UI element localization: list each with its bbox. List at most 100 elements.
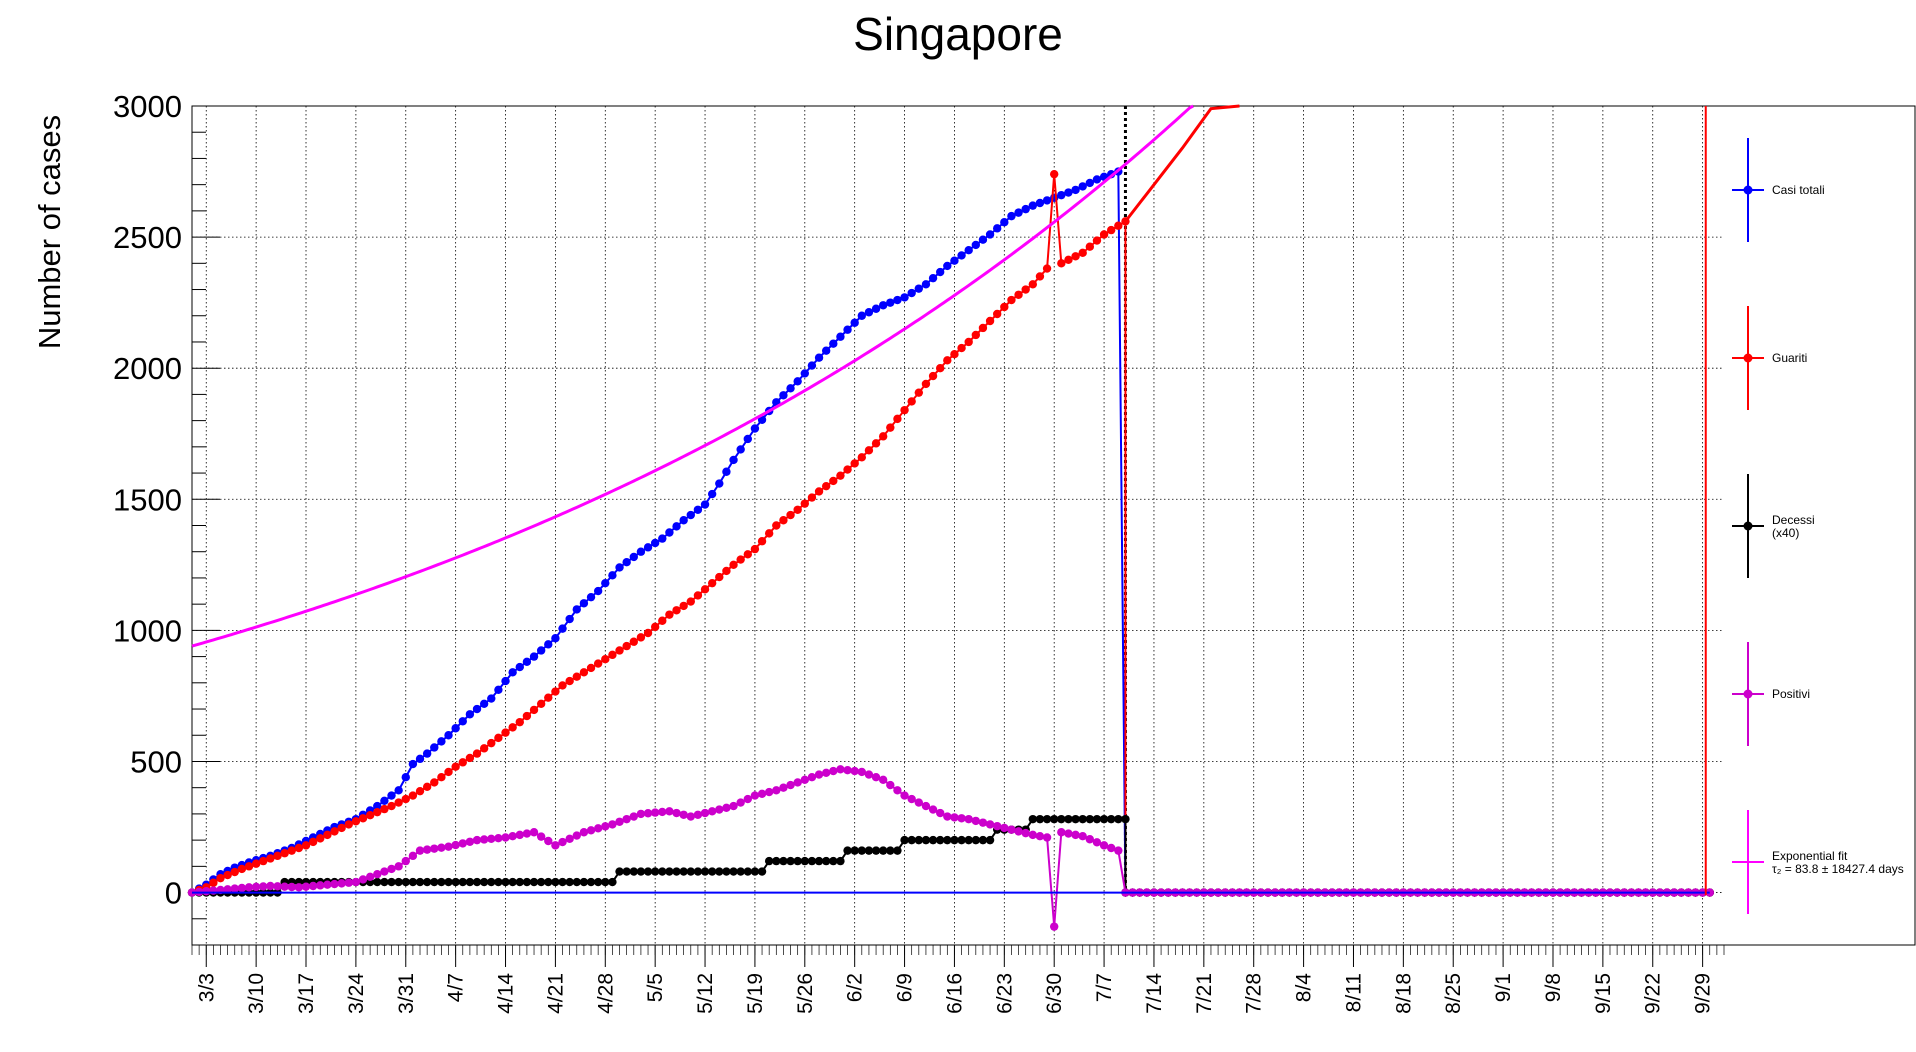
data-point: [736, 867, 745, 876]
data-point: [686, 867, 695, 876]
x-tick-label: 5/12: [694, 973, 717, 1014]
data-point: [636, 809, 646, 819]
data-point: [308, 881, 318, 891]
data-point: [494, 833, 503, 843]
data-point: [280, 882, 289, 891]
data-point: [715, 479, 724, 488]
data-point: [736, 555, 745, 564]
data-point: [394, 798, 403, 807]
y-tick-label: 0: [165, 876, 182, 911]
data-point: [1049, 922, 1059, 931]
data-point: [971, 240, 981, 250]
data-point: [365, 811, 375, 820]
data-point: [693, 591, 703, 600]
data-point: [487, 877, 496, 887]
data-point: [344, 878, 353, 887]
data-point: [387, 801, 396, 811]
data-point: [700, 808, 710, 818]
data-point: [301, 882, 311, 891]
data-point: [522, 877, 532, 887]
data-point: [259, 882, 268, 891]
data-point: [508, 877, 517, 887]
data-point: [316, 834, 325, 843]
data-point: [1099, 814, 1109, 824]
data-point: [593, 659, 603, 668]
data-point: [465, 837, 475, 846]
legend-label: Decessi: [1772, 513, 1815, 527]
data-point: [665, 528, 674, 537]
data-point: [544, 836, 553, 846]
data-point: [878, 432, 888, 441]
data-point: [985, 820, 995, 829]
data-point: [529, 705, 539, 715]
data-point: [1092, 175, 1102, 184]
data-point: [572, 605, 581, 614]
y-tick-label: 500: [130, 744, 182, 779]
data-point: [864, 846, 874, 855]
data-point: [800, 775, 809, 785]
data-point: [536, 646, 546, 655]
data-point: [950, 813, 959, 822]
data-point: [900, 405, 909, 415]
y-tick-label: 1000: [113, 613, 182, 648]
data-point: [330, 827, 339, 836]
data-point: [579, 599, 589, 608]
data-point: [964, 337, 973, 347]
data-point: [1007, 211, 1016, 221]
data-point: [914, 284, 924, 293]
data-point: [764, 529, 774, 538]
data-point: [864, 446, 874, 455]
data-point: [387, 791, 396, 800]
legend-label: Casi totali: [1772, 183, 1825, 197]
data-point: [380, 877, 389, 887]
data-point: [586, 663, 596, 673]
data-point: [743, 794, 752, 804]
data-point: [1000, 823, 1009, 833]
data-point: [650, 622, 660, 632]
data-point: [444, 731, 453, 740]
data-point: [536, 877, 546, 887]
data-point: [494, 733, 503, 743]
data-point: [237, 883, 247, 893]
data-point: [508, 723, 517, 732]
x-tick-label: 4/21: [544, 973, 567, 1014]
data-point: [821, 346, 831, 355]
data-point: [658, 807, 667, 817]
data-point: [757, 537, 767, 546]
data-point: [700, 500, 710, 509]
data-point: [494, 877, 503, 887]
data-point: [800, 856, 809, 866]
x-tick-label: 3/10: [245, 973, 268, 1014]
data-point: [836, 332, 845, 341]
data-point: [658, 616, 667, 625]
data-point: [800, 499, 809, 508]
data-point: [878, 775, 888, 785]
data-point: [415, 877, 425, 887]
data-point: [1078, 182, 1087, 191]
data-point: [451, 840, 460, 850]
data-point: [1121, 814, 1130, 824]
y-tick-label: 2000: [113, 351, 182, 386]
data-point: [821, 481, 831, 491]
data-point: [665, 867, 674, 876]
y-tick-label: 1500: [113, 482, 182, 517]
data-point: [351, 877, 361, 887]
data-point: [750, 791, 760, 800]
x-tick-label: 8/18: [1392, 973, 1415, 1014]
data-point: [722, 867, 731, 876]
data-point: [301, 841, 311, 850]
data-point: [821, 768, 831, 778]
x-tick-label: 7/28: [1243, 973, 1266, 1014]
data-point: [1014, 208, 1023, 217]
data-point: [251, 882, 261, 892]
data-point: [665, 610, 674, 619]
data-point: [871, 846, 881, 855]
data-point: [793, 377, 802, 386]
data-point: [636, 547, 646, 556]
data-point: [786, 384, 795, 393]
data-point: [437, 737, 446, 746]
x-tick-label: 5/5: [644, 973, 667, 1002]
data-point: [487, 834, 496, 844]
x-tick-label: 9/29: [1692, 973, 1715, 1014]
